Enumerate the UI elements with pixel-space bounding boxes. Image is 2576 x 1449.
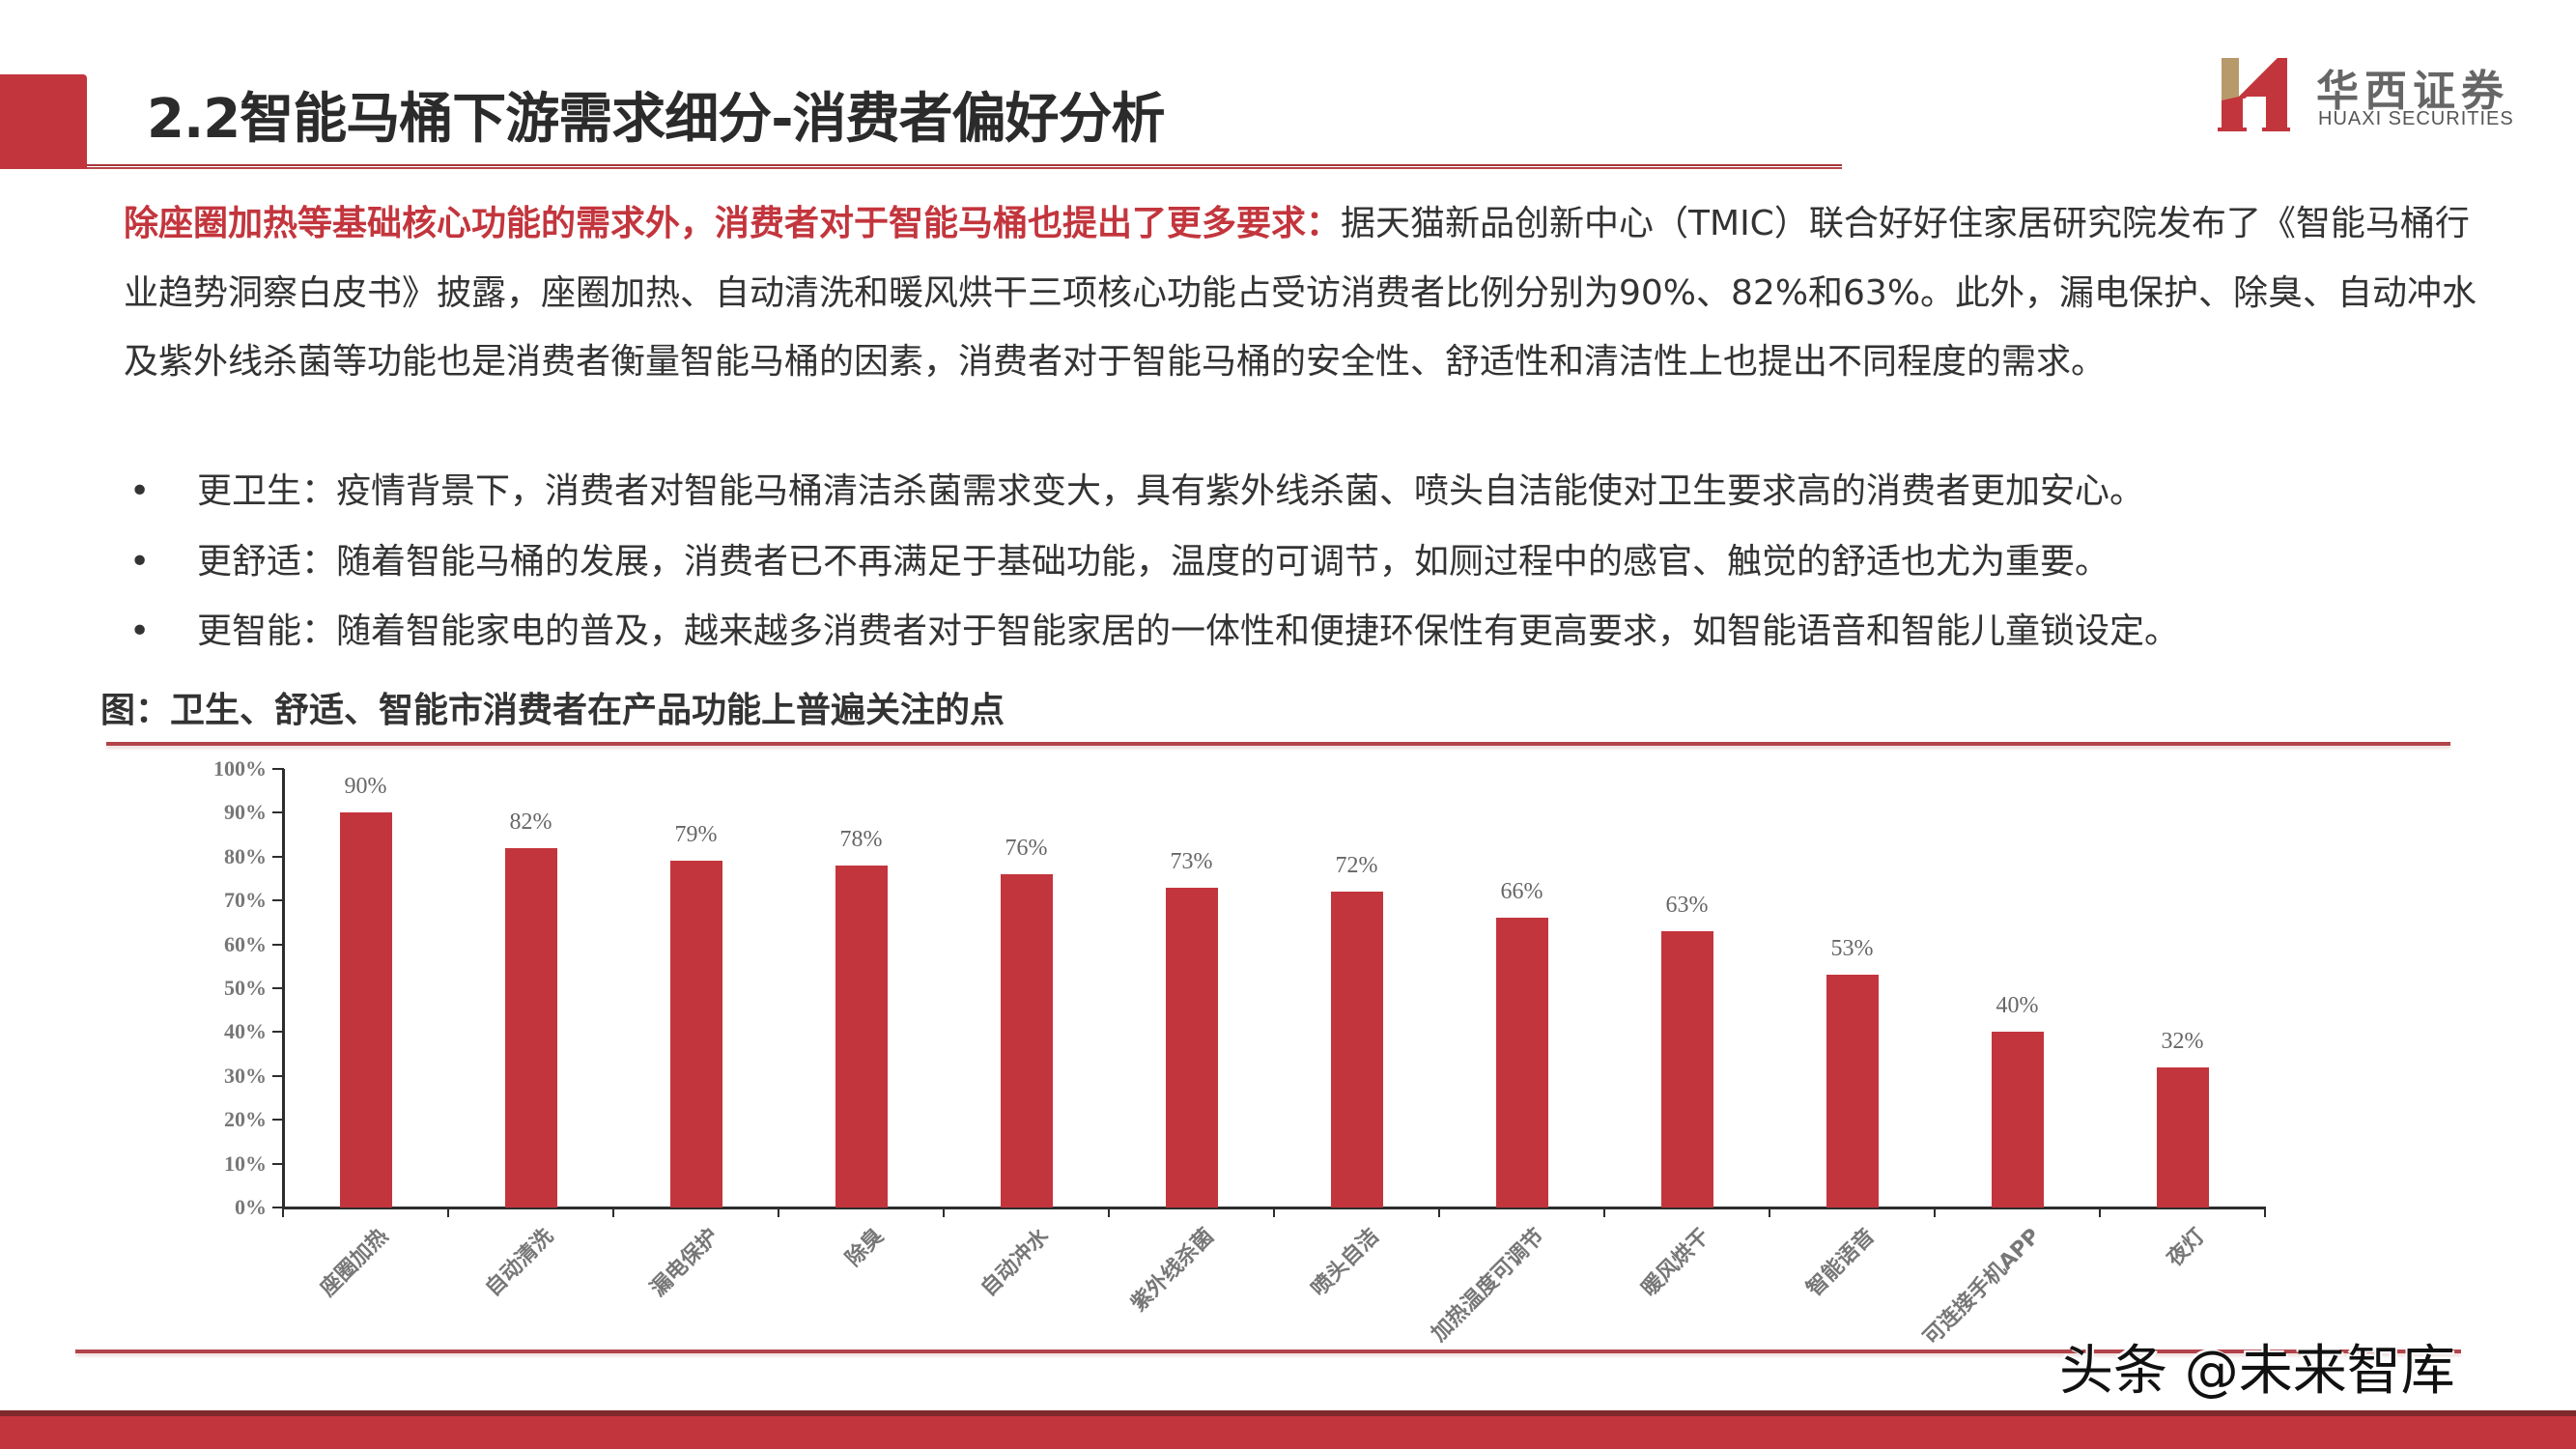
bar (1991, 1032, 2044, 1208)
y-tick (272, 1162, 284, 1165)
bullet-text: 更智能：随着智能家电的普及，越来越多消费者对于智能家居的一体性和便捷环保性有更高… (197, 611, 2180, 651)
bar-value-label: 79% (674, 822, 718, 848)
y-tick (272, 811, 284, 814)
bar-value-label: 40% (1996, 993, 2039, 1019)
y-tick-label: 70% (224, 888, 267, 913)
figure-title-divider (106, 742, 2450, 746)
y-tick (272, 1074, 284, 1077)
bar (1000, 873, 1053, 1208)
y-axis (282, 769, 285, 1209)
x-category-label: 自动清洗 (481, 1224, 559, 1302)
logo-name-en: HUAXI SECURITIES (2318, 108, 2514, 129)
x-tick (282, 1208, 284, 1217)
intro-body: 据天猫新品创新中心（TMIC）联合好好住家居研究院发布了《智能马桶行业趋势洞察白… (124, 204, 2477, 382)
x-category-label: 夜灯 (2163, 1224, 2211, 1272)
bar-value-label: 32% (2161, 1028, 2204, 1054)
y-tick (272, 899, 284, 902)
intro-lead: 除座圈加热等基础核心功能的需求外，消费者对于智能马桶也提出了更多要求： (124, 204, 1342, 243)
y-tick (272, 943, 284, 946)
bullet-dot-icon: • (129, 541, 151, 582)
bar (1165, 887, 1218, 1208)
y-tick-label: 40% (224, 1019, 267, 1044)
x-tick (447, 1208, 449, 1217)
x-category-label: 加热温度可调节 (1427, 1224, 1550, 1347)
page-title: 2.2智能马桶下游需求细分-消费者偏好分析 (147, 88, 1165, 151)
bar (1495, 918, 1548, 1208)
x-category-label: 自动冲水 (977, 1224, 1055, 1302)
bullet-item-comfort: • 更舒适：随着智能马桶的发展，消费者已不再满足于基础功能，温度的可调节，如厕过… (124, 527, 2480, 598)
x-category-label: 紫外线杀菌 (1127, 1224, 1220, 1317)
x-category-label: 喷头自洁 (1307, 1224, 1385, 1302)
figure-title: 图：卫生、舒适、智能市消费者在产品功能上普遍关注的点 (100, 691, 1005, 730)
x-tick (1438, 1208, 1440, 1217)
bar (504, 847, 557, 1208)
x-category-label: 座圈加热 (316, 1224, 394, 1302)
x-tick (778, 1208, 779, 1217)
bar-value-label: 63% (1665, 892, 1709, 918)
bar (835, 865, 888, 1208)
bar-value-label: 73% (1170, 848, 1213, 874)
y-tick-label: 90% (224, 800, 267, 825)
bar-value-label: 78% (839, 826, 883, 852)
bullet-text: 更卫生：疫情背景下，消费者对智能马桶清洁杀菌需求变大，具有紫外线杀菌、喷头自洁能… (197, 471, 2145, 511)
bar (669, 861, 722, 1208)
bar (1330, 892, 1383, 1208)
x-tick (943, 1208, 945, 1217)
y-tick-label: 100% (213, 756, 267, 781)
intro-paragraph: 除座圈加热等基础核心功能的需求外，消费者对于智能马桶也提出了更多要求：据天猫新品… (124, 189, 2480, 397)
y-tick (272, 987, 284, 989)
bar-value-label: 72% (1335, 853, 1378, 879)
bullet-dot-icon: • (129, 471, 151, 511)
bar-value-label: 76% (1005, 835, 1048, 861)
x-tick (2264, 1208, 2266, 1217)
y-tick-label: 50% (224, 976, 267, 1000)
bullet-text: 更舒适：随着智能马桶的发展，消费者已不再满足于基础功能，温度的可调节，如厕过程中… (197, 541, 2110, 582)
bullet-item-smart: • 更智能：随着智能家电的普及，越来越多消费者对于智能家居的一体性和便捷环保性有… (124, 597, 2480, 668)
x-tick (1273, 1208, 1275, 1217)
x-tick (1603, 1208, 1605, 1217)
y-tick-label: 0% (235, 1195, 267, 1219)
x-tick (612, 1208, 614, 1217)
bullet-dot-icon: • (129, 611, 151, 651)
chart-bottom-divider (75, 1350, 2461, 1353)
footer-band (0, 1410, 2576, 1449)
bar (2156, 1066, 2209, 1208)
x-category-label: 漏电保护 (646, 1224, 724, 1302)
header-accent-block (0, 74, 87, 169)
x-tick (1769, 1208, 1770, 1217)
x-category-label: 除臭 (841, 1224, 890, 1272)
bar (1826, 975, 1879, 1208)
logo-name-cn: 华西证券 (2316, 67, 2509, 116)
y-tick-label: 30% (224, 1063, 267, 1088)
watermark: 头条 @未来智库 (2059, 1340, 2455, 1403)
y-tick (272, 855, 284, 858)
x-tick (2099, 1208, 2101, 1217)
y-tick-label: 60% (224, 931, 267, 956)
x-category-label: 可连接手机APP (1919, 1224, 2046, 1350)
x-category-label: 智能语音 (1802, 1224, 1881, 1302)
y-tick-label: 80% (224, 843, 267, 868)
y-tick (272, 1207, 284, 1208)
header-divider (87, 164, 1842, 169)
bullet-list: • 更卫生：疫情背景下，消费者对智能马桶清洁杀菌需求变大，具有紫外线杀菌、喷头自… (124, 457, 2480, 668)
y-tick (272, 1119, 284, 1122)
x-category-label: 暖风烘干 (1637, 1224, 1715, 1302)
bar-value-label: 90% (344, 774, 387, 800)
x-tick (1934, 1208, 1936, 1217)
bar-value-label: 66% (1500, 879, 1543, 905)
bar-value-label: 82% (509, 809, 552, 835)
bar-value-label: 53% (1830, 936, 1874, 962)
huaxi-logo-icon (2218, 58, 2290, 131)
bar (1660, 930, 1713, 1208)
bar (339, 812, 392, 1208)
bullet-item-hygiene: • 更卫生：疫情背景下，消费者对智能马桶清洁杀菌需求变大，具有紫外线杀菌、喷头自… (124, 457, 2480, 527)
y-tick-label: 10% (224, 1151, 267, 1176)
y-tick (272, 768, 284, 770)
y-tick-label: 20% (224, 1107, 267, 1132)
y-tick (272, 1031, 284, 1034)
x-tick (1108, 1208, 1110, 1217)
